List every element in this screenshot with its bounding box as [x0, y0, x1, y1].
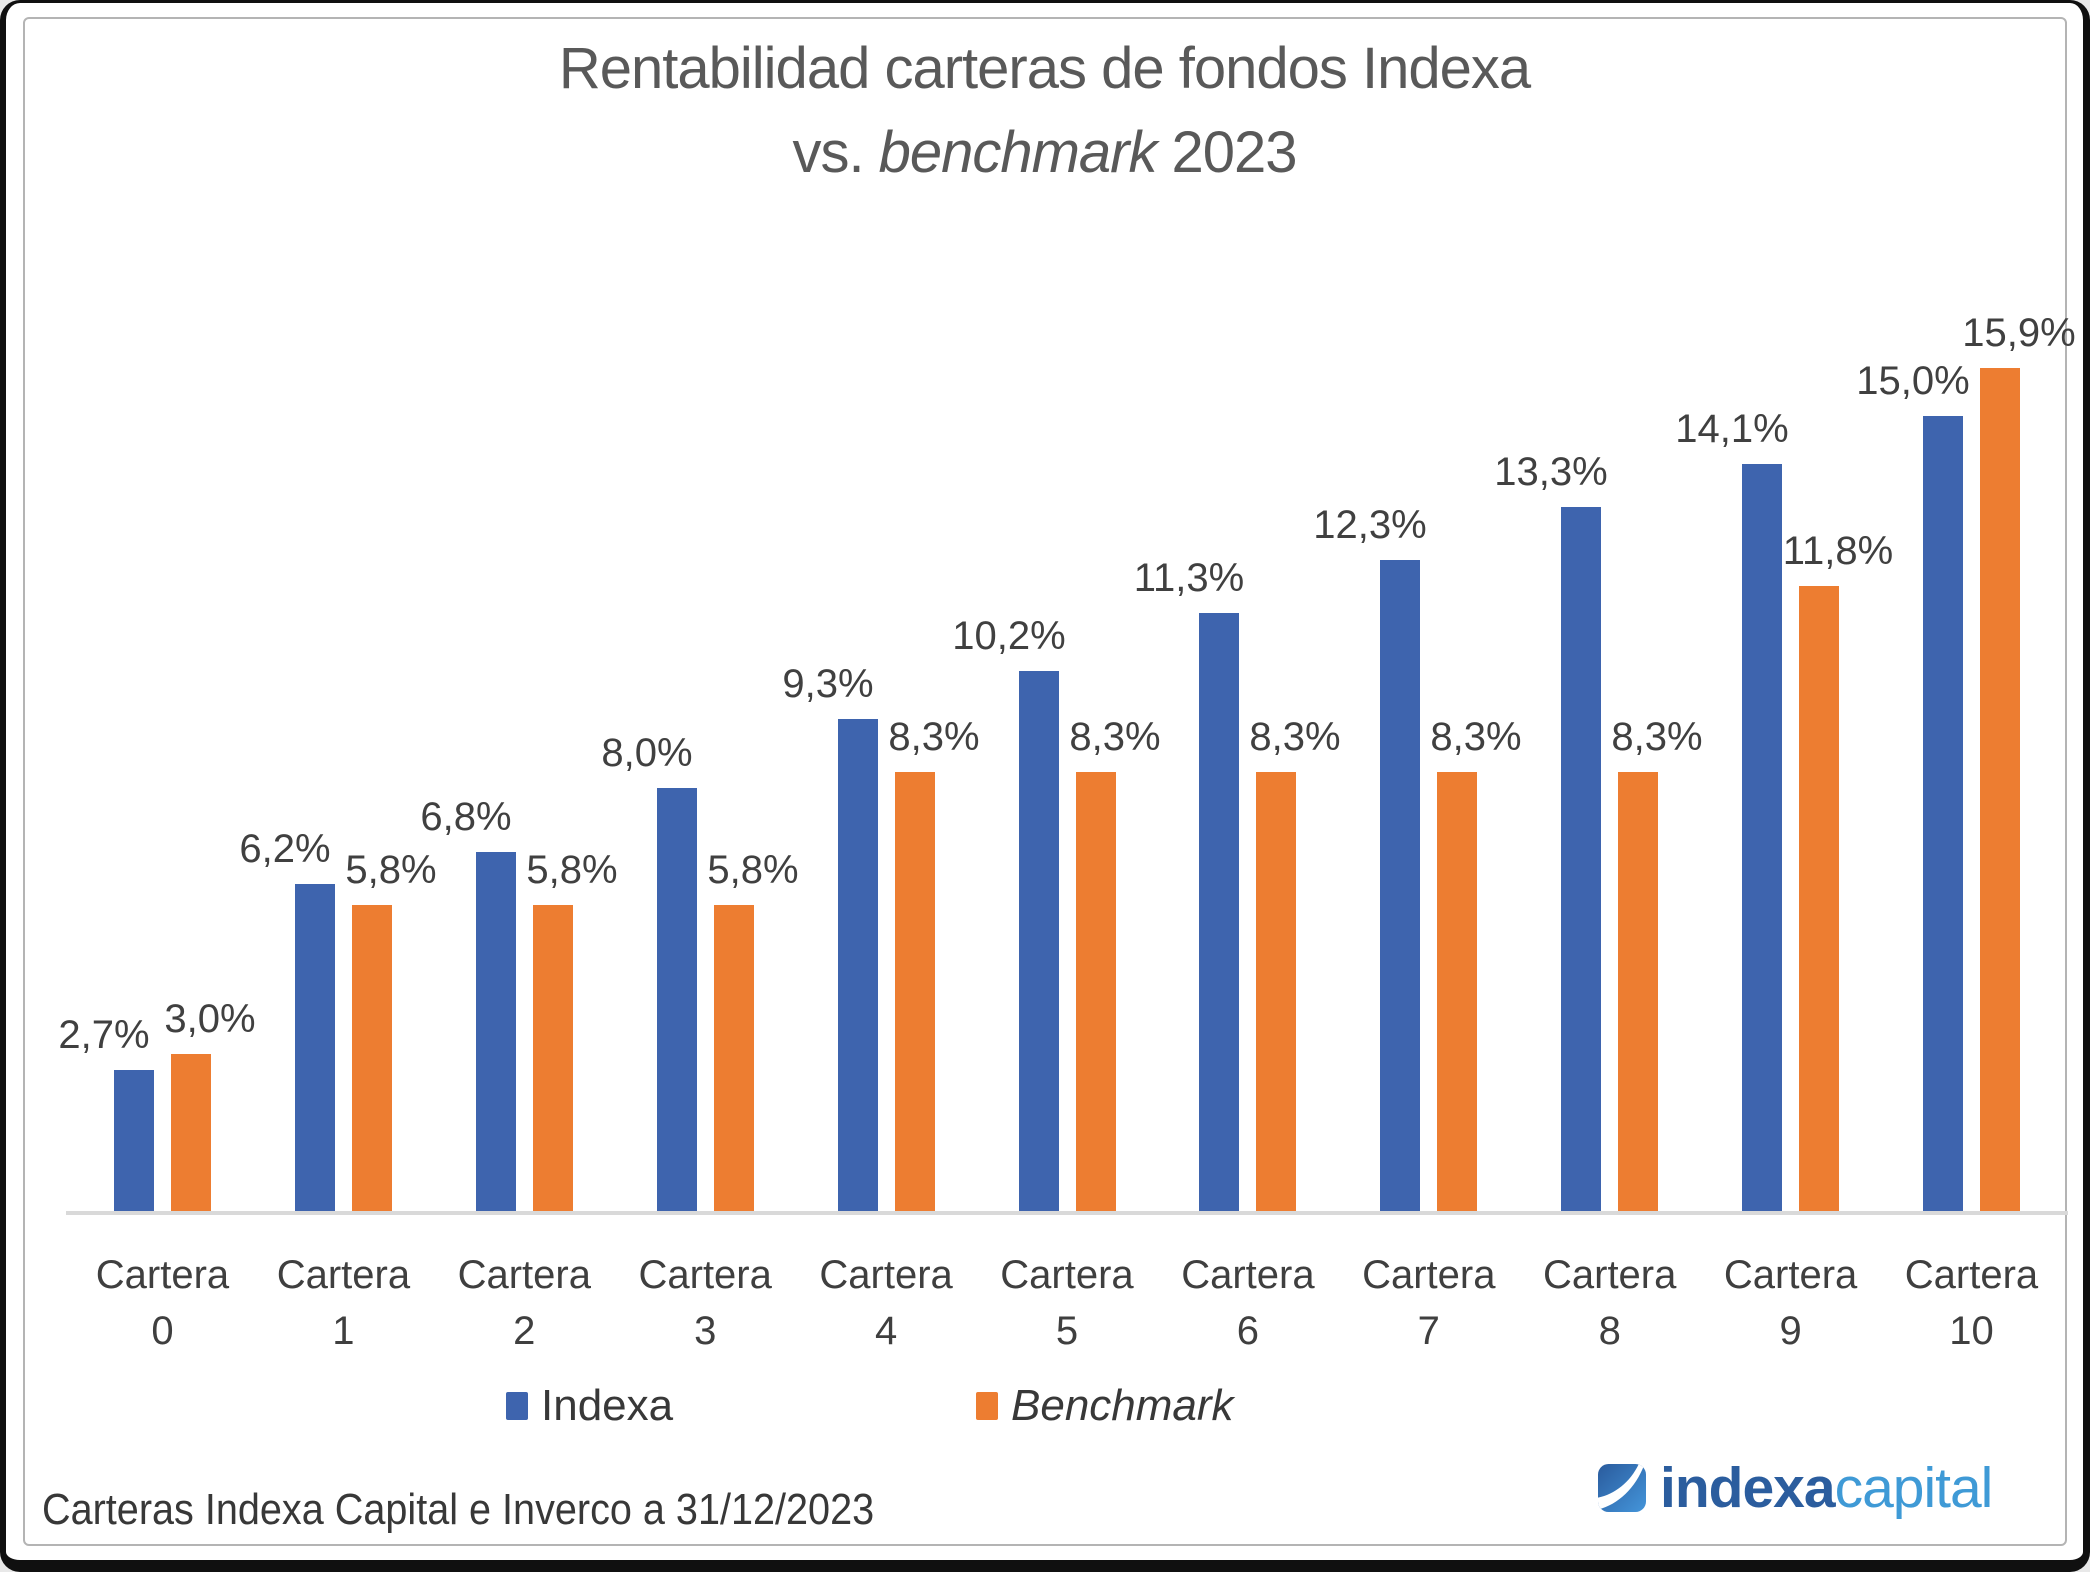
category-label: Cartera 5 — [967, 1247, 1167, 1359]
legend-item-indexa: Indexa — [506, 1381, 673, 1431]
category-label: Cartera 10 — [1872, 1247, 2072, 1359]
chart-title-benchmark-word: benchmark — [878, 120, 1158, 185]
indexa-bar — [1561, 507, 1601, 1213]
indexa-bar — [1199, 613, 1239, 1213]
category-label-word: Cartera — [819, 1253, 953, 1297]
x-axis-line — [66, 1211, 2068, 1215]
category-label-number: 2 — [513, 1309, 536, 1353]
benchmark-legend-marker-icon — [976, 1392, 998, 1420]
category-label-number: 5 — [1055, 1309, 1079, 1353]
plot-area: 2,7% 3,0% Cartera 0 6,2% 5,8% Cartera 1 6,8% 5,8%… — [6, 3, 2083, 1560]
legend-label-indexa: Indexa — [541, 1381, 674, 1430]
indexa-value-label: 13,3% — [1494, 450, 1608, 494]
category-label-word: Cartera — [1542, 1253, 1677, 1297]
benchmark-value-label: 3,0% — [164, 997, 256, 1041]
logo-word-capital: capital — [1834, 1456, 1994, 1520]
legend-label-benchmark: Benchmark — [1011, 1381, 1234, 1430]
category-label: Cartera 3 — [605, 1247, 805, 1359]
category-label-word: Cartera — [1362, 1253, 1496, 1297]
category-label-word: Cartera — [1000, 1253, 1134, 1297]
benchmark-value-label: 8,3% — [1249, 715, 1341, 759]
chart-title-line1: Rentabilidad carteras de fondos Indexa — [558, 36, 1531, 101]
benchmark-bar — [714, 905, 754, 1213]
benchmark-value-label: 5,8% — [707, 848, 799, 892]
benchmark-bar — [1256, 772, 1296, 1213]
indexa-value-label: 12,3% — [1313, 503, 1427, 547]
category-label: Cartera 2 — [424, 1247, 624, 1359]
chart-title-line2-year: 2023 — [1171, 120, 1298, 185]
category-label: Cartera 6 — [1148, 1247, 1348, 1359]
indexa-value-label: 14,1% — [1675, 407, 1789, 451]
logo-word-indexa: indexa — [1660, 1456, 1836, 1520]
benchmark-bar — [1980, 368, 2020, 1213]
indexa-value-label: 6,2% — [239, 827, 331, 871]
logo-wordmark: indexacapital — [1660, 1455, 1994, 1521]
category-label-word: Cartera — [1723, 1253, 1858, 1297]
benchmark-bar — [1437, 772, 1477, 1213]
indexa-bar — [1923, 416, 1963, 1213]
benchmark-value-label: 8,3% — [1069, 715, 1161, 759]
benchmark-bar — [1799, 586, 1839, 1213]
category-label: Cartera 8 — [1510, 1247, 1710, 1359]
category-label-word: Cartera — [1181, 1253, 1315, 1297]
benchmark-bar — [1076, 772, 1116, 1213]
chart-title-line2-prefix: vs. — [792, 120, 864, 185]
category-label-number: 3 — [694, 1309, 717, 1353]
category-label-number: 1 — [332, 1309, 355, 1353]
legend-item-benchmark: Benchmark — [976, 1381, 1234, 1431]
indexa-bar — [838, 719, 878, 1213]
indexa-capital-logo: indexacapital — [1598, 1455, 1994, 1521]
benchmark-value-label: 15,9% — [1962, 311, 2076, 355]
category-label-number: 7 — [1417, 1309, 1440, 1353]
category-label-word: Cartera — [638, 1253, 772, 1297]
benchmark-value-label: 5,8% — [345, 848, 437, 892]
indexa-value-label: 9,3% — [782, 662, 874, 706]
chart-title: Rentabilidad carteras de fondos Indexa v… — [6, 29, 2083, 189]
category-label: Cartera 9 — [1691, 1247, 1891, 1359]
chart-title-line2: vs. benchmark 2023 — [6, 117, 2083, 189]
category-label-word: Cartera — [1904, 1253, 2039, 1297]
benchmark-value-label: 5,8% — [526, 848, 618, 892]
indexa-bar — [295, 884, 335, 1213]
indexa-value-label: 15,0% — [1856, 359, 1970, 403]
benchmark-value-label: 11,8% — [1782, 529, 1894, 573]
indexa-bar — [114, 1070, 154, 1213]
benchmark-bar — [171, 1054, 211, 1213]
benchmark-value-label: 8,3% — [1611, 715, 1703, 759]
category-label: Cartera 1 — [243, 1247, 443, 1359]
indexa-bar — [1380, 560, 1420, 1213]
indexa-value-label: 6,8% — [420, 795, 512, 839]
indexa-bar — [476, 852, 516, 1213]
category-label-number: 4 — [874, 1309, 898, 1353]
category-label: Cartera 4 — [786, 1247, 986, 1359]
category-label-number: 8 — [1598, 1309, 1621, 1353]
indexa-legend-marker-icon — [506, 1392, 528, 1420]
indexa-bar — [1742, 464, 1782, 1213]
indexa-value-label: 10,2% — [952, 614, 1066, 658]
indexa-bar — [657, 788, 697, 1213]
category-label-word: Cartera — [95, 1253, 230, 1297]
category-label-number: 6 — [1236, 1309, 1260, 1353]
indexa-capital-swoosh-icon — [1598, 1464, 1646, 1512]
benchmark-bar — [533, 905, 573, 1213]
category-label: Cartera 0 — [63, 1247, 263, 1359]
benchmark-value-label: 8,3% — [1430, 715, 1522, 759]
benchmark-bar — [895, 772, 935, 1213]
category-label-word: Cartera — [276, 1253, 411, 1297]
indexa-value-label: 8,0% — [601, 731, 693, 775]
indexa-value-label: 11,3% — [1133, 556, 1245, 600]
category-label-word: Cartera — [457, 1253, 591, 1297]
source-note: Carteras Indexa Capital e Inverco a 31/1… — [42, 1485, 875, 1534]
indexa-bar — [1019, 671, 1059, 1213]
category-label-number: 9 — [1779, 1309, 1802, 1353]
indexa-value-label: 2,7% — [58, 1013, 150, 1057]
category-label-number: 10 — [1949, 1309, 1994, 1353]
benchmark-bar — [352, 905, 392, 1213]
benchmark-bar — [1618, 772, 1658, 1213]
category-label: Cartera 7 — [1329, 1247, 1529, 1359]
benchmark-value-label: 8,3% — [888, 715, 980, 759]
category-label-number: 0 — [151, 1309, 174, 1353]
